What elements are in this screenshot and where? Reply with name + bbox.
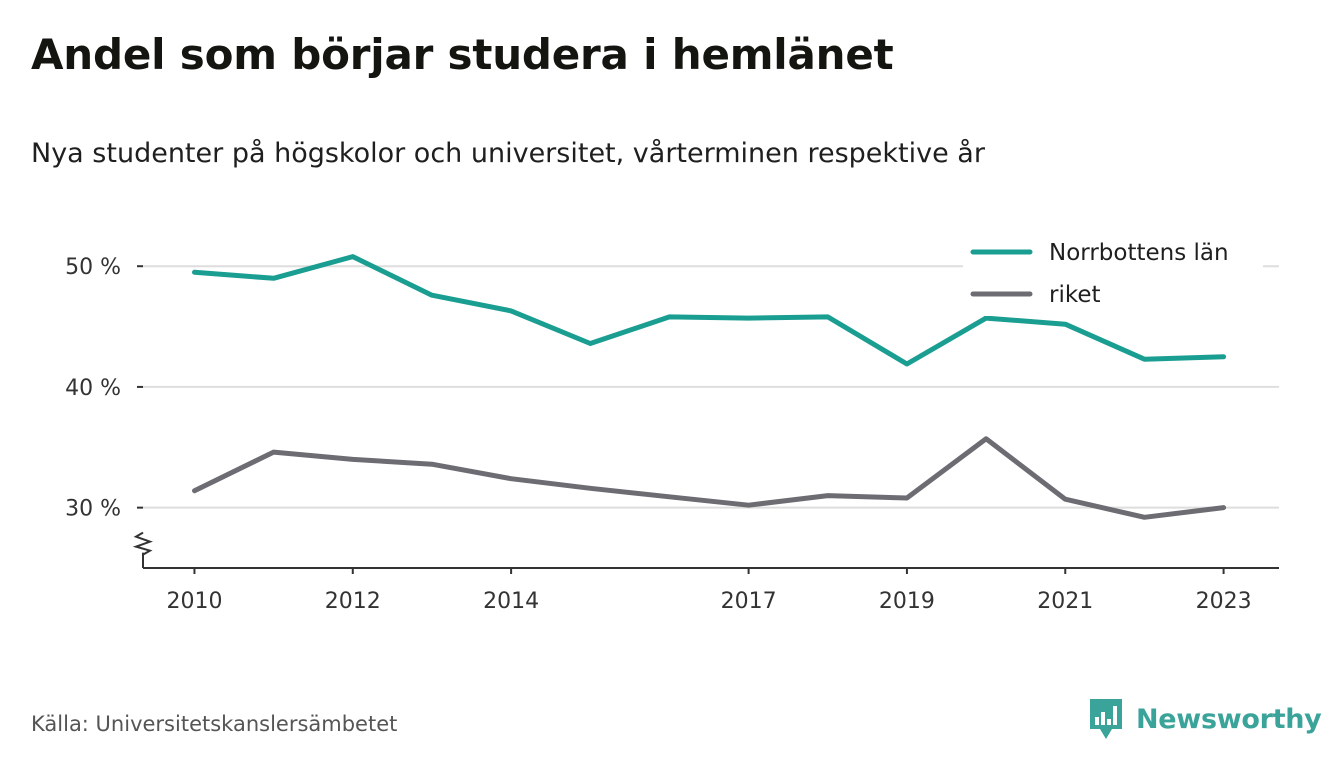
x-tick-label: 2019 — [879, 589, 935, 614]
legend-label: riket — [1049, 282, 1101, 308]
chart-subtitle: Nya studenter på högskolor och universit… — [31, 138, 985, 169]
y-tick-label: 30 % — [65, 497, 121, 522]
x-tick-label: 2012 — [325, 589, 381, 614]
axis-break-icon — [132, 531, 153, 556]
y-tick-label: 40 % — [65, 376, 121, 401]
brand-logo[interactable]: Newsworthy — [1088, 697, 1322, 741]
series-line-1 — [192, 254, 1227, 367]
series-line-2 — [192, 436, 1227, 520]
legend-background — [963, 234, 1263, 316]
newsworthy-logo-icon — [1090, 699, 1122, 739]
x-tick-label: 2023 — [1196, 589, 1252, 614]
x-tick-label: 2014 — [483, 589, 539, 614]
legend-label: Norrbottens län — [1049, 240, 1229, 266]
x-tick-label: 2010 — [166, 589, 222, 614]
line-chart: 50 % 40 % 30 % 2010 2012 2014 2017 2019 2021 2023… — [65, 234, 1279, 614]
x-tick-label: 2021 — [1037, 589, 1093, 614]
chart-title: Andel som börjar studera i hemlänet — [31, 30, 894, 79]
x-tick-label: 2017 — [721, 589, 777, 614]
brand-name: Newsworthy — [1136, 703, 1322, 735]
source-note: Källa: Universitetskanslersämbetet — [31, 712, 398, 736]
y-tick-label: 50 % — [65, 255, 121, 280]
